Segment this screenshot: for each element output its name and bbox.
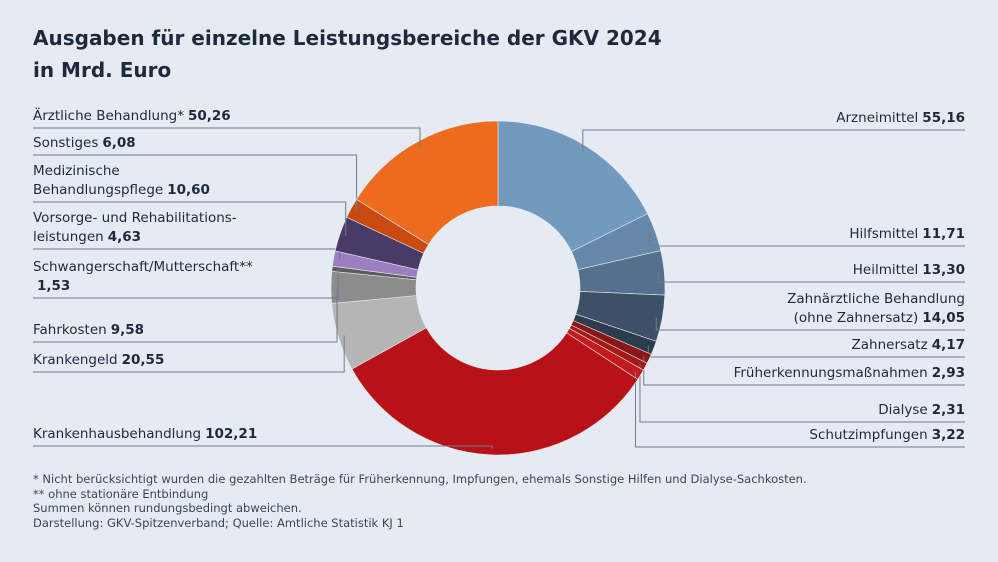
category-label: Medizinische Behandlungspflege <box>33 163 164 198</box>
value-label: 50,26 <box>187 108 231 124</box>
category-label: Dialyse <box>878 402 928 418</box>
category-label: Schutzimpfungen <box>809 427 928 443</box>
value-label: 9,58 <box>110 322 145 338</box>
category-label: Fahrkosten <box>33 322 107 338</box>
footnote: ** ohne stationäre Entbindung <box>33 486 209 501</box>
slice-label: Schwangerschaft/Mutterschaft** 1,53 <box>33 258 253 296</box>
chart-title: Ausgaben für einzelne Leistungsbereiche … <box>33 26 662 50</box>
value-label: 3,22 <box>931 427 965 443</box>
leader-line <box>33 269 339 299</box>
leader-line <box>635 371 965 448</box>
value-label: 11,71 <box>922 226 965 242</box>
slice-label: Krankengeld 20,55 <box>33 351 164 370</box>
value-label: 4,63 <box>107 229 141 245</box>
slice <box>497 120 648 252</box>
value-label: 13,30 <box>922 262 965 278</box>
slice-label: Sonstiges 6,08 <box>33 134 136 153</box>
leader-line <box>33 201 347 236</box>
slice-label: Früherkennungsmaßnahmen 2,93 <box>734 364 965 383</box>
leader-line <box>639 363 965 423</box>
category-label: Sonstiges <box>33 135 99 151</box>
footnote: Darstellung: GKV-Spitzenverband; Quelle:… <box>33 515 404 530</box>
footnote: * Nicht berücksichtigt wurden die gezahl… <box>33 472 807 486</box>
value-label: 20,55 <box>121 352 165 368</box>
leader-line <box>33 154 358 212</box>
category-label: Früherkennungsmaßnahmen <box>733 365 928 381</box>
category-label: Vorsorge- und Rehabilitations- leistunge… <box>33 210 237 245</box>
category-label: Krankengeld <box>33 352 118 368</box>
value-label: 102,21 <box>205 426 258 442</box>
value-label: 1,53 <box>37 278 71 294</box>
value-label: 14,05 <box>922 310 965 326</box>
leader-line <box>33 335 345 373</box>
leader-line <box>649 233 965 247</box>
leader-line <box>655 317 965 331</box>
slice-label: Schutzimpfungen 3,22 <box>809 426 965 445</box>
category-label: Krankenhausbehandlung <box>33 426 202 442</box>
leader-line <box>657 273 965 283</box>
category-label: Zahnersatz <box>851 337 928 353</box>
category-label: Hilfsmittel <box>849 226 919 242</box>
slice-label: Fahrkosten 9,58 <box>33 321 144 340</box>
category-label: Heilmittel <box>852 262 919 278</box>
value-label: 4,17 <box>931 337 965 353</box>
category-label: Zahnärztliche Behandlung (ohne Zahnersat… <box>787 291 965 326</box>
leader-line <box>33 445 493 449</box>
slice <box>356 120 499 245</box>
slice-label: Ärztliche Behandlung* 50,26 <box>33 107 231 126</box>
slice-label: Arzneimittel 55,16 <box>836 109 965 128</box>
slice-label: Dialyse 2,31 <box>878 401 965 420</box>
footnotes: * Nicht berücksichtigt wurden die gezahl… <box>33 472 807 530</box>
slice-label: Medizinische Behandlungspflege 10,60 <box>33 162 210 200</box>
category-label: Schwangerschaft/Mutterschaft** <box>33 259 253 275</box>
category-label: Ärztliche Behandlung* <box>33 108 184 124</box>
slice-label: Krankenhausbehandlung 102,21 <box>33 425 257 444</box>
slice-label: Vorsorge- und Rehabilitations- leistunge… <box>33 209 237 247</box>
value-label: 55,16 <box>922 110 965 126</box>
chart-subtitle: in Mrd. Euro <box>33 58 172 82</box>
category-label: Arzneimittel <box>836 110 919 126</box>
value-label: 2,93 <box>931 365 965 381</box>
slice-label: Hilfsmittel 11,71 <box>849 225 965 244</box>
leader-line <box>33 127 421 148</box>
footnote: Summen können rundungsbedingt abweichen. <box>33 501 302 515</box>
value-label: 6,08 <box>102 135 136 151</box>
leader-line <box>33 287 338 343</box>
slice-label: Zahnärztliche Behandlung (ohne Zahnersat… <box>787 290 965 328</box>
value-label: 10,60 <box>167 182 210 198</box>
slice-label: Zahnersatz 4,17 <box>852 336 966 355</box>
value-label: 2,31 <box>931 402 965 418</box>
leader-line <box>582 129 965 152</box>
slice-label: Heilmittel 13,30 <box>853 261 965 280</box>
slice <box>351 327 639 456</box>
